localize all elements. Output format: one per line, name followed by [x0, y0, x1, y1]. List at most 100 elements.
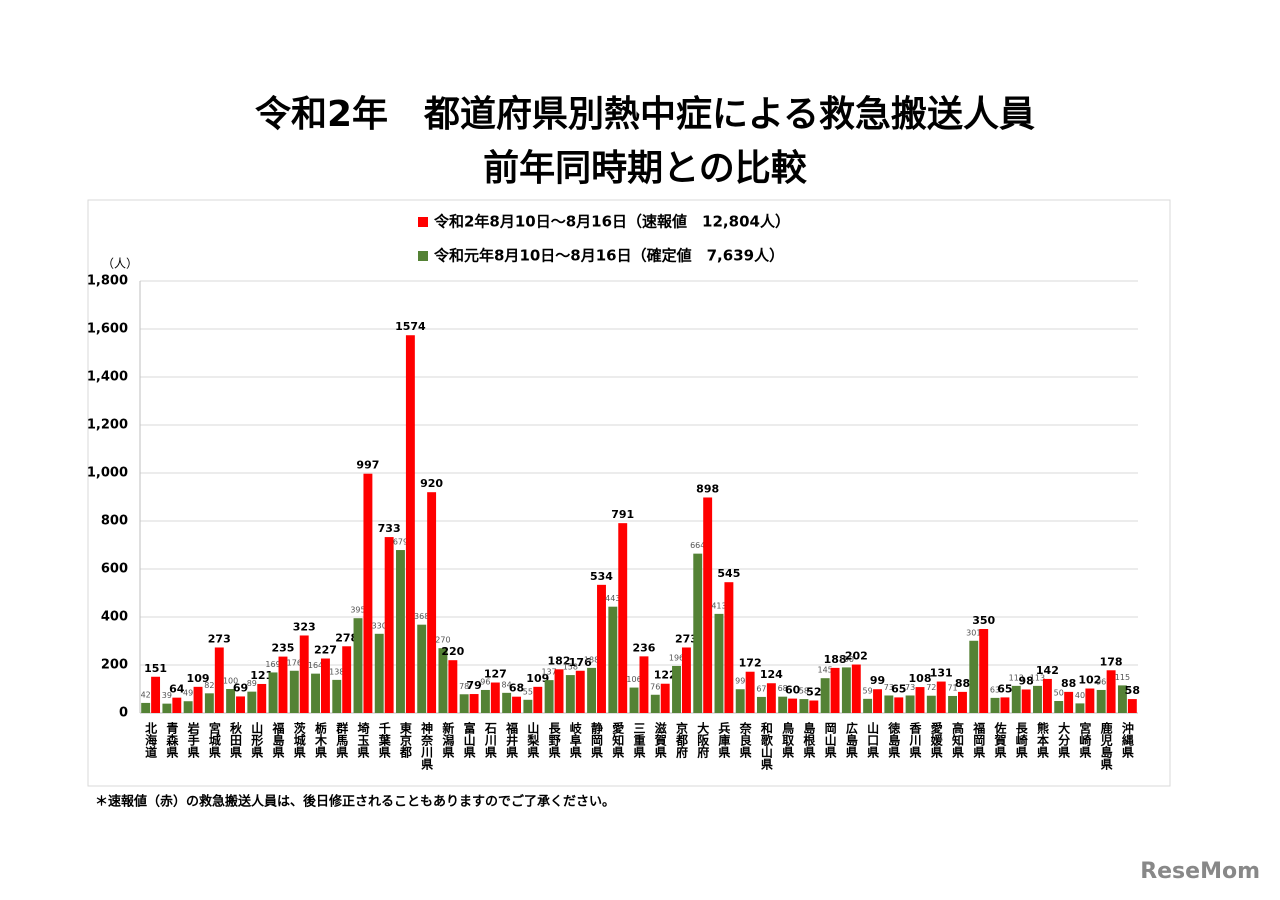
value-label: 176: [569, 656, 592, 669]
bar: [289, 670, 299, 713]
y-unit-label: （人）: [102, 257, 138, 271]
bar: [873, 689, 882, 713]
value-label: 898: [696, 482, 719, 495]
bar: [278, 656, 288, 713]
value-label: 202: [845, 650, 868, 663]
value-label: 169: [265, 660, 280, 669]
x-tick-label: 富山県: [462, 721, 476, 759]
value-label: 109: [526, 672, 549, 685]
x-tick-label: 岡山県: [823, 722, 837, 759]
x-tick-label: 岐阜県: [568, 721, 582, 759]
value-label: 49: [183, 689, 193, 698]
x-tick-label: 北海道: [144, 721, 158, 759]
value-label: 350: [972, 614, 995, 627]
bar: [820, 678, 830, 713]
bar: [1042, 678, 1052, 713]
value-label: 67: [756, 684, 766, 693]
y-tick-label: 1,800: [87, 274, 128, 289]
value-label: 235: [271, 642, 294, 655]
bar: [342, 646, 352, 713]
bar: [990, 697, 1000, 713]
bar: [374, 633, 384, 713]
bar: [141, 702, 151, 713]
bar: [1064, 691, 1074, 713]
bar: [1075, 703, 1085, 713]
value-label: 443: [605, 594, 620, 603]
value-label: 413: [711, 601, 726, 610]
bar: [320, 658, 330, 713]
value-label: 273: [208, 632, 231, 645]
value-label: 40: [1075, 691, 1085, 700]
value-label: 88: [955, 677, 970, 690]
x-tick-label: 徳島県: [887, 721, 901, 759]
footnote: ＊速報値（赤）の救急搬送人員は、後日修正されることもありますのでご了承ください。: [95, 794, 615, 810]
x-tick-label: 山形県: [250, 721, 264, 759]
x-tick-label: 鹿児島県: [1099, 721, 1113, 771]
bar: [332, 679, 342, 713]
bar: [363, 473, 373, 713]
value-label: 63: [990, 685, 1000, 694]
bar: [1054, 701, 1064, 713]
value-label: 164: [308, 661, 323, 670]
value-label: 50: [1054, 689, 1064, 698]
value-label: 73: [884, 683, 894, 692]
x-tick-label: 京都府: [674, 721, 688, 759]
value-label: 84: [502, 680, 512, 689]
value-label: 58: [799, 687, 809, 696]
value-label: 172: [739, 657, 762, 670]
y-tick-label: 1,600: [87, 322, 128, 337]
x-tick-label: 群馬県: [335, 721, 349, 759]
bar: [183, 701, 193, 713]
value-label: 178: [1100, 655, 1123, 668]
bar: [841, 667, 851, 713]
x-tick-label: 和歌山県: [759, 721, 773, 771]
value-label: 73: [905, 683, 915, 692]
bar: [1033, 685, 1042, 713]
bar: [565, 675, 575, 713]
x-tick-label: 千葉県: [377, 721, 391, 759]
bar: [448, 660, 458, 713]
bar: [512, 696, 522, 713]
value-label: 121: [250, 669, 273, 682]
y-tick-label: 0: [119, 706, 128, 721]
value-label: 98: [1019, 674, 1034, 687]
bar: [863, 698, 873, 713]
value-label: 59: [863, 686, 873, 695]
bar: [1000, 697, 1010, 713]
x-tick-label: 兵庫県: [717, 721, 731, 759]
bar: [756, 696, 766, 713]
x-tick-label: 大阪府: [696, 721, 710, 759]
bar: [417, 624, 427, 713]
bar: [384, 537, 394, 713]
bar: [1127, 699, 1137, 713]
value-label: 99: [735, 677, 745, 686]
bar: [979, 629, 989, 713]
x-tick-label: 青森県: [165, 721, 179, 759]
x-tick-label: 愛媛県: [929, 721, 943, 759]
value-label: 278: [335, 631, 358, 644]
bar: [884, 695, 894, 713]
value-label: 64: [169, 683, 185, 696]
bar: [1106, 670, 1116, 713]
bar: [809, 700, 819, 713]
value-label: 82: [204, 681, 214, 690]
value-label: 227: [314, 644, 337, 657]
chart-subtitle: 前年同時期との比較: [483, 148, 808, 189]
x-tick-label: 長野県: [547, 721, 561, 759]
x-tick-label: 宮城県: [207, 721, 221, 759]
bar: [353, 618, 363, 713]
legend-label: 令和2年8月10日～8月16日（速報値 12,804人）: [434, 213, 790, 231]
x-tick-label: 静岡県: [590, 721, 604, 759]
bar: [926, 695, 936, 713]
y-tick-label: 1,200: [87, 418, 128, 433]
value-label: 109: [187, 672, 210, 685]
value-label: 545: [717, 567, 740, 580]
bar: [490, 682, 500, 713]
value-label: 190: [839, 655, 854, 664]
y-tick-label: 1,000: [87, 466, 128, 481]
value-label: 52: [806, 686, 821, 699]
bar: [799, 699, 809, 713]
value-label: 368: [414, 612, 429, 621]
